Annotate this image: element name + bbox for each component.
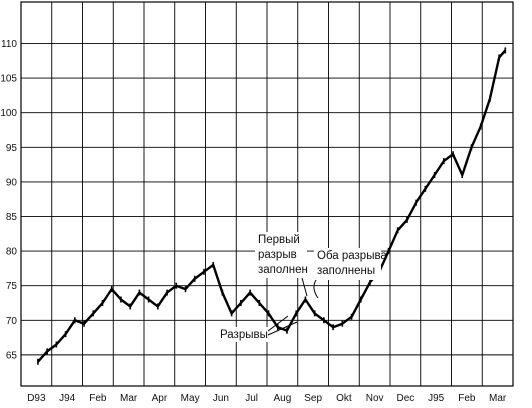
x-tick-label-5: May	[181, 393, 200, 404]
y-tick-label-70: 70	[6, 316, 18, 327]
x-tick-label-8: Aug	[273, 393, 291, 404]
x-tick-label-11: Nov	[366, 393, 384, 404]
annotation-first-gap-filled: Первый разрыв заполнен	[255, 232, 308, 297]
arrow-both-gaps	[313, 279, 319, 299]
arrow-gap-1	[267, 315, 289, 332]
y-tick-label-100: 100	[0, 108, 17, 119]
annotation-gaps: Разрывы	[218, 315, 298, 342]
annotation-both-gaps-filled: Оба разрыва заполнены	[313, 248, 387, 299]
arrow-first-gap	[301, 277, 308, 297]
x-tick-label-2: Feb	[89, 393, 107, 404]
annotation-first-gap-line2: разрыв	[258, 249, 297, 261]
y-tick-label-95: 95	[6, 143, 18, 154]
y-tick-label-85: 85	[6, 212, 18, 223]
x-tick-label-1: J94	[59, 393, 76, 404]
y-tick-label-80: 80	[6, 247, 18, 258]
annotation-both-gaps-line1: Оба разрыва	[317, 250, 387, 262]
series-line	[37, 49, 507, 363]
x-tick-label-3: Mar	[120, 393, 138, 404]
arrow-gap-2	[267, 321, 298, 336]
x-tick-label-7: Jul	[245, 393, 258, 404]
annotation-both-gaps-line2: заполнены	[317, 265, 375, 277]
x-tick-label-13: J95	[428, 393, 445, 404]
y-tick-label-75: 75	[6, 281, 18, 292]
y-tick-label-105: 105	[0, 74, 17, 85]
y-tick-label-65: 65	[6, 350, 18, 361]
x-tick-label-10: Okt	[336, 393, 352, 404]
y-tick-label-110: 110	[1, 39, 17, 50]
y-axis-tick-labels: 65 70 75 80 85 90 95 100 105 110	[0, 39, 17, 361]
x-tick-label-14: Feb	[458, 393, 476, 404]
x-tick-label-0: D93	[27, 393, 46, 404]
x-tick-label-15: Mar	[489, 393, 507, 404]
x-axis-tick-labels: D93 J94 Feb Mar Apr May Jun Jul Aug Sep Okt Nov Dec J…	[27, 393, 507, 404]
y-tick-label-90: 90	[6, 177, 18, 188]
grid	[21, 2, 513, 386]
x-tick-label-4: Apr	[152, 393, 168, 404]
x-tick-label-12: Dec	[396, 393, 414, 404]
annotation-first-gap-line1: Первый	[258, 234, 300, 246]
annotation-first-gap-line3: заполнен	[258, 264, 308, 276]
x-tick-label-9: Sep	[304, 393, 322, 404]
annotation-gaps-label: Разрывы	[220, 329, 268, 341]
price-series	[37, 47, 507, 365]
x-tick-label-6: Jun	[213, 393, 229, 404]
